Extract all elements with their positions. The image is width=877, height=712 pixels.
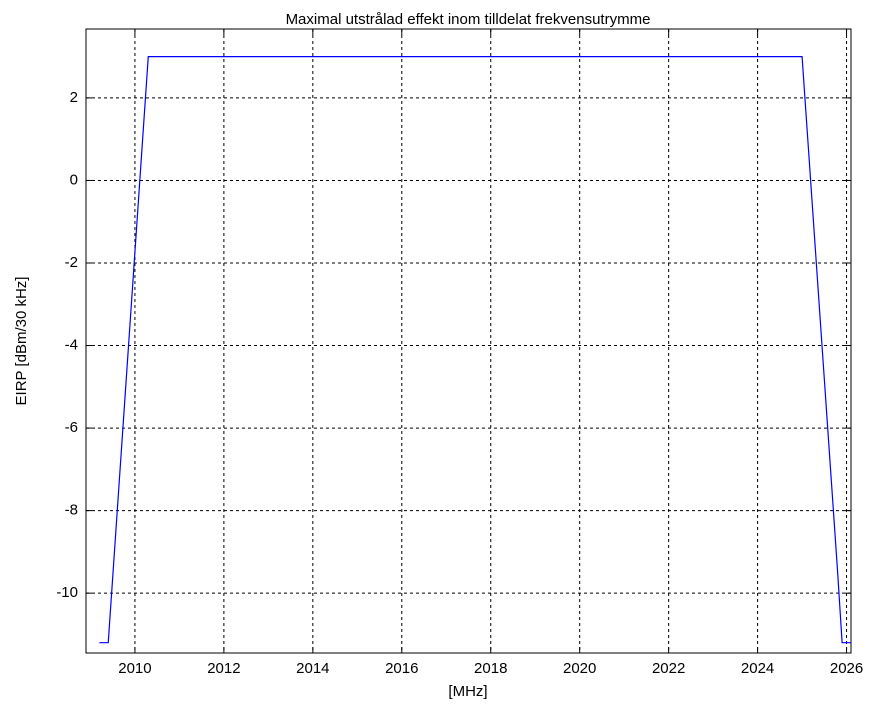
x-tick-label: 2022 bbox=[652, 660, 685, 677]
x-tick-label: 2018 bbox=[474, 660, 507, 677]
x-axis-label: [MHz] bbox=[448, 683, 487, 700]
y-tick-label: 2 bbox=[70, 89, 78, 106]
x-tick-label: 2012 bbox=[207, 660, 240, 677]
x-tick-label: 2010 bbox=[118, 660, 151, 677]
y-tick-label: -2 bbox=[65, 254, 78, 271]
x-tick-label: 2016 bbox=[385, 660, 418, 677]
y-axis-label: EIRP [dBm/30 kHz] bbox=[13, 277, 30, 406]
y-tick-label: -4 bbox=[65, 337, 78, 354]
x-tick-label: 2024 bbox=[741, 660, 774, 677]
data-line bbox=[99, 56, 851, 644]
x-tick-label: 2026 bbox=[830, 660, 863, 677]
y-tick-label: -8 bbox=[65, 502, 78, 519]
chart-title: Maximal utstrålad effekt inom tilldelat … bbox=[286, 11, 651, 28]
x-tick-label: 2014 bbox=[296, 660, 329, 677]
y-tick-label: -10 bbox=[56, 584, 78, 601]
plot-frame bbox=[85, 28, 852, 654]
y-tick-label: -6 bbox=[65, 419, 78, 436]
x-tick-label: 2020 bbox=[563, 660, 596, 677]
y-tick-label: 0 bbox=[70, 171, 78, 188]
